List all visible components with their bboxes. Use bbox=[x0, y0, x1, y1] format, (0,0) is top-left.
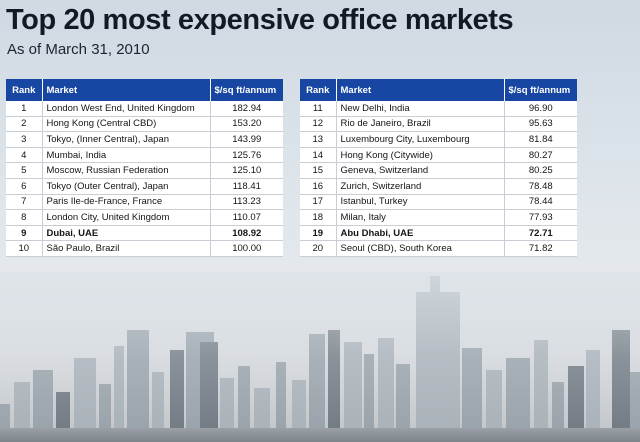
market-cell: Geneva, Switzerland bbox=[336, 162, 505, 179]
price-cell: 100.00 bbox=[210, 240, 283, 257]
price-cell: 143.99 bbox=[210, 131, 283, 148]
price-cell: 153.20 bbox=[210, 116, 283, 133]
column-header-price: $/sq ft/annum bbox=[504, 79, 577, 101]
rank-cell: 8 bbox=[6, 209, 43, 226]
table-row: 4 Mumbai, India 125.76 bbox=[6, 147, 283, 164]
table-row: 14 Hong Kong (Citywide) 80.27 bbox=[300, 147, 577, 164]
price-cell: 78.48 bbox=[504, 178, 577, 195]
market-cell: London City, United Kingdom bbox=[42, 209, 211, 226]
table-row: 18 Milan, Italy 77.93 bbox=[300, 209, 577, 226]
price-cell: 71.82 bbox=[504, 240, 577, 257]
rank-cell: 18 bbox=[300, 209, 337, 226]
market-cell: New Delhi, India bbox=[336, 101, 505, 117]
market-cell: Abu Dhabi, UAE bbox=[336, 225, 505, 242]
rank-cell: 11 bbox=[300, 101, 337, 117]
price-cell: 80.27 bbox=[504, 147, 577, 164]
market-cell: London West End, United Kingdom bbox=[42, 101, 211, 117]
table-header-row: Rank Market $/sq ft/annum bbox=[300, 79, 577, 101]
market-cell: Moscow, Russian Federation bbox=[42, 162, 211, 179]
markets-table-left: Rank Market $/sq ft/annum 1 London West E… bbox=[6, 79, 283, 257]
table-row: 11 New Delhi, India 96.90 bbox=[300, 101, 577, 117]
column-header-rank: Rank bbox=[6, 79, 43, 101]
table-row: 5 Moscow, Russian Federation 125.10 bbox=[6, 162, 283, 179]
rank-cell: 13 bbox=[300, 131, 337, 148]
rank-cell: 1 bbox=[6, 101, 43, 117]
column-header-market: Market bbox=[336, 79, 505, 101]
rank-cell: 3 bbox=[6, 131, 43, 148]
price-cell: 81.84 bbox=[504, 131, 577, 148]
market-cell: Hong Kong (Central CBD) bbox=[42, 116, 211, 133]
price-cell: 110.07 bbox=[210, 209, 283, 226]
rank-cell: 6 bbox=[6, 178, 43, 195]
rank-cell: 12 bbox=[300, 116, 337, 133]
table-row: 20 Seoul (CBD), South Korea 71.82 bbox=[300, 240, 577, 257]
price-cell: 108.92 bbox=[210, 225, 283, 242]
rank-cell: 5 bbox=[6, 162, 43, 179]
table-row: 8 London City, United Kingdom 110.07 bbox=[6, 209, 283, 226]
rank-cell: 2 bbox=[6, 116, 43, 133]
rank-cell: 7 bbox=[6, 194, 43, 211]
column-header-rank: Rank bbox=[300, 79, 337, 101]
market-cell: Tokyo (Outer Central), Japan bbox=[42, 178, 211, 195]
price-cell: 113.23 bbox=[210, 194, 283, 211]
price-cell: 182.94 bbox=[210, 101, 283, 117]
market-cell: Hong Kong (Citywide) bbox=[336, 147, 505, 164]
rank-cell: 20 bbox=[300, 240, 337, 257]
table-header-row: Rank Market $/sq ft/annum bbox=[6, 79, 283, 101]
column-header-market: Market bbox=[42, 79, 211, 101]
table-row: 7 Paris Ile-de-France, France 113.23 bbox=[6, 194, 283, 211]
price-cell: 77.93 bbox=[504, 209, 577, 226]
column-header-price: $/sq ft/annum bbox=[210, 79, 283, 101]
table-row: 3 Tokyo, (Inner Central), Japan 143.99 bbox=[6, 131, 283, 148]
price-cell: 80.25 bbox=[504, 162, 577, 179]
market-cell: Tokyo, (Inner Central), Japan bbox=[42, 131, 211, 148]
market-cell: Luxembourg City, Luxembourg bbox=[336, 131, 505, 148]
price-cell: 72.71 bbox=[504, 225, 577, 242]
table-row: 9 Dubai, UAE 108.92 bbox=[6, 225, 283, 242]
table-row: 19 Abu Dhabi, UAE 72.71 bbox=[300, 225, 577, 242]
price-cell: 118.41 bbox=[210, 178, 283, 195]
table-row: 10 São Paulo, Brazil 100.00 bbox=[6, 240, 283, 257]
market-cell: Paris Ile-de-France, France bbox=[42, 194, 211, 211]
rank-cell: 19 bbox=[300, 225, 337, 242]
rank-cell: 17 bbox=[300, 194, 337, 211]
rank-cell: 10 bbox=[6, 240, 43, 257]
page-title: Top 20 most expensive office markets bbox=[6, 4, 514, 36]
rank-cell: 14 bbox=[300, 147, 337, 164]
rank-cell: 16 bbox=[300, 178, 337, 195]
table-body-left: 1 London West End, United Kingdom 182.94 2 H… bbox=[6, 101, 283, 257]
table-body-right: 11 New Delhi, India 96.90 12 Rio de Janeiro,… bbox=[300, 101, 577, 257]
table-row: 12 Rio de Janeiro, Brazil 95.63 bbox=[300, 116, 577, 133]
price-cell: 95.63 bbox=[504, 116, 577, 133]
market-cell: Istanbul, Turkey bbox=[336, 194, 505, 211]
page-subtitle: As of March 31, 2010 bbox=[7, 41, 150, 58]
price-cell: 78.44 bbox=[504, 194, 577, 211]
rank-cell: 15 bbox=[300, 162, 337, 179]
market-cell: Rio de Janeiro, Brazil bbox=[336, 116, 505, 133]
market-cell: Mumbai, India bbox=[42, 147, 211, 164]
rank-cell: 9 bbox=[6, 225, 43, 242]
price-cell: 96.90 bbox=[504, 101, 577, 117]
market-cell: Milan, Italy bbox=[336, 209, 505, 226]
table-row: 2 Hong Kong (Central CBD) 153.20 bbox=[6, 116, 283, 133]
markets-table-right: Rank Market $/sq ft/annum 11 New Delhi, I… bbox=[300, 79, 577, 257]
market-cell: Seoul (CBD), South Korea bbox=[336, 240, 505, 257]
market-cell: Dubai, UAE bbox=[42, 225, 211, 242]
city-skyline-background bbox=[0, 272, 640, 442]
price-cell: 125.76 bbox=[210, 147, 283, 164]
table-row: 13 Luxembourg City, Luxembourg 81.84 bbox=[300, 131, 577, 148]
table-row: 15 Geneva, Switzerland 80.25 bbox=[300, 162, 577, 179]
table-row: 16 Zurich, Switzerland 78.48 bbox=[300, 178, 577, 195]
market-cell: Zurich, Switzerland bbox=[336, 178, 505, 195]
table-row: 6 Tokyo (Outer Central), Japan 118.41 bbox=[6, 178, 283, 195]
rank-cell: 4 bbox=[6, 147, 43, 164]
price-cell: 125.10 bbox=[210, 162, 283, 179]
table-row: 1 London West End, United Kingdom 182.94 bbox=[6, 101, 283, 117]
table-row: 17 Istanbul, Turkey 78.44 bbox=[300, 194, 577, 211]
market-cell: São Paulo, Brazil bbox=[42, 240, 211, 257]
